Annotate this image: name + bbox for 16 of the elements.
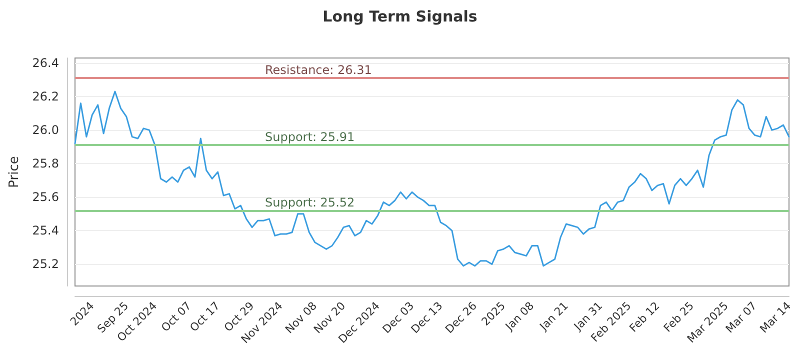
y-axis-title: Price: [7, 156, 22, 188]
x-tick-label: Dec 26: [442, 299, 480, 336]
y-tick-label: 25.2: [32, 257, 59, 272]
x-tick-label: Mar 14: [757, 299, 794, 336]
ref-line-label: Support: 25.91: [265, 130, 355, 144]
y-tick-label: 26.2: [32, 90, 59, 104]
y-tick-label: 25.8: [32, 156, 59, 171]
x-tick-label: Jan 21: [536, 299, 571, 334]
ref-line-label: Resistance: 26.31: [265, 63, 372, 78]
y-tick-label: 25.6: [32, 190, 59, 204]
y-tick-label: 25.4: [32, 224, 59, 238]
chart-title: Long Term Signals: [322, 8, 478, 26]
y-tick-label: 26.0: [32, 123, 59, 138]
y-tick-label: 26.4: [32, 56, 59, 70]
line-series: [74, 90, 790, 267]
ref-line-label: Support: 25.52: [265, 196, 355, 210]
